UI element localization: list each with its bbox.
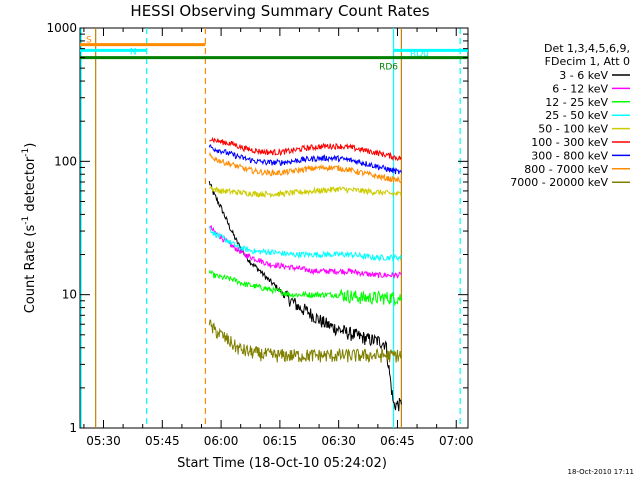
legend: Det 1,3,4,5,6,9, FDecim 1, Att 0 3 - 6 k…	[510, 42, 630, 189]
y-tick-label: 10	[62, 288, 77, 302]
x-tick-label: 06:30	[321, 434, 356, 448]
series-100-300-kev	[209, 136, 402, 162]
series-800-7000-kev	[208, 151, 402, 184]
legend-header-2: FDecim 1, Att 0	[545, 55, 630, 68]
x-tick-label: 06:45	[380, 434, 415, 448]
x-tick-label: 07:00	[439, 434, 474, 448]
y-axis-label-main: Count Rate (s	[23, 225, 38, 314]
series-lines	[208, 136, 402, 412]
y-axis: 1 10 100 1000	[46, 21, 468, 435]
marker-label-rd6: RD6	[379, 63, 398, 73]
x-tick-label: 05:30	[86, 434, 121, 448]
legend-label-12-25-kev: 12 - 25 keV	[545, 96, 608, 109]
chart-title: HESSI Observing Summary Count Rates	[130, 2, 429, 20]
legend-label-50-100-kev: 50 - 100 keV	[538, 123, 608, 136]
series-25-50-kev	[208, 226, 402, 263]
series-6-12-kev	[208, 225, 402, 279]
y-axis-label-mid: detector	[23, 156, 38, 216]
y-axis-label: Count Rate (s-1 detector-1)	[21, 143, 38, 314]
legend-label-6-12-kev: 6 - 12 keV	[552, 82, 608, 95]
legend-label-800-7000-kev: 800 - 7000 keV	[524, 163, 608, 176]
series-7000-20000-kev	[208, 319, 402, 363]
series-3-6-kev	[208, 181, 402, 412]
legend-label-3-6-kev: 3 - 6 keV	[559, 69, 608, 82]
marker-bars: S N RD0 RD6	[80, 36, 468, 73]
y-tick-label: 1000	[46, 21, 77, 35]
plot-frame	[79, 27, 469, 429]
y-tick-label: 1	[69, 421, 77, 435]
marker-label-n: N	[130, 47, 137, 57]
y-axis-label-sup1: -1	[21, 216, 31, 225]
y-tick-label: 100	[54, 154, 77, 168]
series-12-25-kev	[208, 269, 402, 307]
series-300-800-kev	[208, 144, 402, 175]
y-axis-label-sup2: -1	[21, 148, 31, 157]
marker-lines	[80, 28, 461, 428]
marker-label-rd0: RD0	[410, 49, 429, 59]
x-tick-label: 06:15	[263, 434, 298, 448]
x-tick-label: 06:00	[204, 434, 239, 448]
x-tick-label: 05:45	[145, 434, 180, 448]
legend-label-7000-20000-kev: 7000 - 20000 keV	[510, 176, 608, 189]
legend-label-300-800-kev: 300 - 800 keV	[531, 149, 608, 162]
legend-label-25-50-kev: 25 - 50 keV	[545, 109, 608, 122]
footer-timestamp: 18-Oct-2010 17:11	[568, 468, 634, 476]
marker-label-s: S	[86, 36, 92, 46]
y-axis-label-end: )	[23, 143, 38, 148]
series-50-100-kev	[209, 185, 402, 199]
x-axis-label: Start Time (18-Oct-10 05:24:02)	[177, 456, 387, 471]
legend-label-100-300-kev: 100 - 300 keV	[531, 136, 608, 149]
x-axis: 05:30 05:45 06:00 06:15 06:30 06:45 07:00	[83, 28, 474, 448]
legend-header-1: Det 1,3,4,5,6,9,	[544, 42, 630, 55]
